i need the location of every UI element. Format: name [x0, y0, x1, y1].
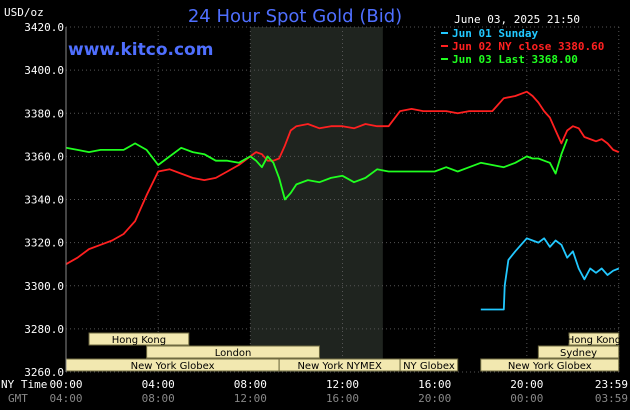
session-label: Hong Kong	[112, 335, 166, 346]
y-tick-label: 3300.0	[24, 280, 64, 293]
x-tick-label-gmt: 04:00	[49, 392, 82, 405]
series-line-1	[65, 90, 620, 265]
x-tick-label-gmt: 16:00	[326, 392, 359, 405]
session-label: NY Globex	[403, 361, 455, 372]
session-label: New York NYMEX	[297, 361, 382, 372]
x-row-label-ny: NY Time	[1, 378, 47, 391]
x-tick-label-gmt: 20:00	[418, 392, 451, 405]
session-label: Sydney	[560, 348, 597, 359]
legend-entry: Jun 01 Sunday	[452, 27, 538, 40]
nymex-shaded-band	[250, 27, 383, 372]
chart-title: 24 Hour Spot Gold (Bid)	[188, 6, 402, 27]
y-tick-label: 3320.0	[24, 237, 64, 250]
legend-entry: Jun 02 NY close 3380.60	[452, 40, 604, 53]
x-tick-label-ny: 20:00	[510, 378, 543, 391]
x-tick-label-ny: 23:59	[595, 378, 628, 391]
y-tick-label: 3360.0	[24, 150, 64, 163]
y-tick-label: 3400.0	[24, 64, 64, 77]
y-tick-label: 3280.0	[24, 323, 64, 336]
x-tick-label-ny: 12:00	[326, 378, 359, 391]
session-box	[537, 345, 620, 359]
axis-layer: 3420.0 3400.0 3380.0 3360.0 3340.0 3320.0 3300…	[24, 21, 628, 405]
y-tick-label: 3260.0	[24, 366, 64, 379]
series-layer	[65, 90, 620, 311]
y-tick-label: 3380.0	[24, 107, 64, 120]
series-line-2	[65, 138, 569, 201]
y-tick-label: 3340.0	[24, 194, 64, 207]
x-tick-label-ny: 00:00	[49, 378, 82, 391]
site-watermark[interactable]: www.kitco.com	[68, 40, 213, 60]
session-layer: Hong Kong Hong Kong London Sydney New York G…	[65, 332, 621, 372]
timestamp: June 03, 2025 21:50	[454, 13, 580, 26]
session-box	[480, 358, 620, 372]
session-box	[568, 332, 620, 346]
x-row-label-gmt: GMT	[8, 392, 28, 405]
x-tick-label-ny: 16:00	[418, 378, 451, 391]
session-box	[399, 358, 459, 372]
session-label: Hong Kong	[567, 335, 621, 346]
shade-layer	[250, 27, 383, 372]
x-tick-label-gmt: 00:00	[510, 392, 543, 405]
units-label: USD/oz	[4, 6, 44, 19]
session-label: London	[215, 348, 252, 359]
session-box	[146, 345, 320, 359]
session-label: New York Globex	[508, 361, 592, 372]
x-tick-label-gmt: 12:00	[234, 392, 267, 405]
legend-entry: Jun 03 Last 3368.00	[452, 53, 578, 66]
x-tick-label-gmt: 08:00	[142, 392, 175, 405]
y-tick-label: 3420.0	[24, 21, 64, 34]
session-label: New York Globex	[131, 361, 215, 372]
series-line-0	[480, 237, 620, 311]
x-tick-label-ny: 08:00	[234, 378, 267, 391]
x-tick-label-gmt: 03:59	[595, 392, 628, 405]
session-box	[88, 332, 190, 346]
x-tick-label-ny: 04:00	[142, 378, 175, 391]
